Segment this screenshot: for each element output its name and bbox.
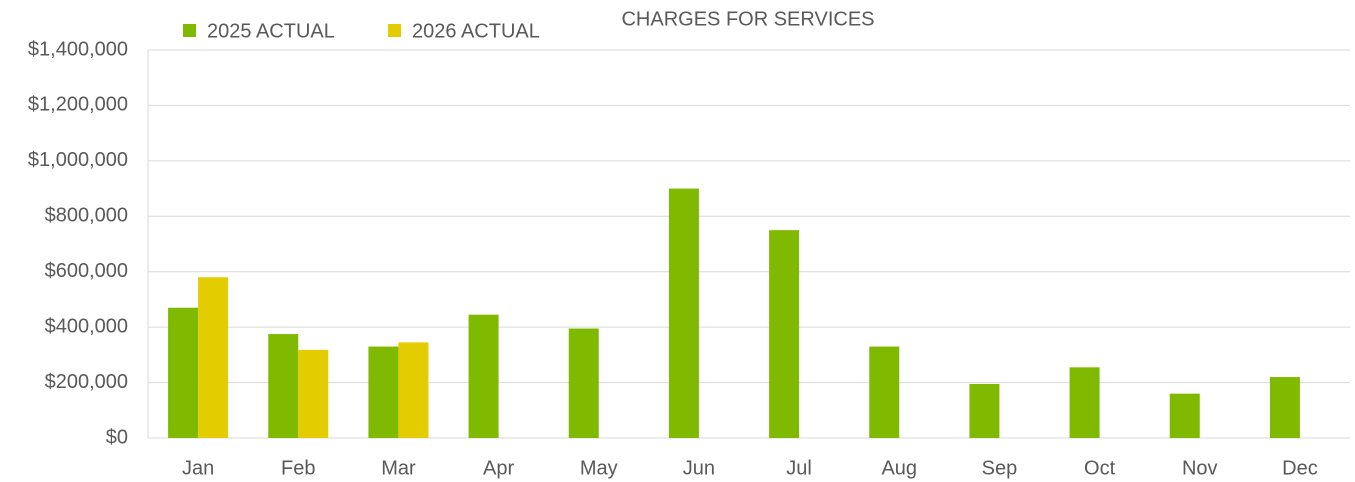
legend-swatch <box>183 24 196 37</box>
x-tick-label: Jun <box>683 457 715 479</box>
bar <box>198 277 229 438</box>
y-tick-label: $1,400,000 <box>28 38 128 60</box>
chart-title: CHARGES FOR SERVICES <box>621 8 874 30</box>
y-tick-label: $200,000 <box>45 371 128 393</box>
x-tick-label: Sep <box>982 457 1018 479</box>
x-tick-label: Jul <box>786 457 812 479</box>
x-tick-label: Aug <box>881 457 917 479</box>
x-tick-label: Apr <box>483 457 514 479</box>
bar <box>268 334 299 438</box>
y-tick-label: $800,000 <box>45 205 128 227</box>
x-tick-label: May <box>580 457 618 479</box>
bar <box>1169 393 1200 438</box>
y-tick-label: $0 <box>106 426 128 448</box>
bar <box>769 230 800 438</box>
legend-label: 2025 ACTUAL <box>207 20 335 42</box>
x-tick-label: Nov <box>1182 457 1218 479</box>
bar <box>568 328 599 438</box>
y-tick-label: $1,200,000 <box>28 94 128 116</box>
bar <box>398 342 429 438</box>
x-tick-label: Jan <box>182 457 214 479</box>
x-tick-label: Oct <box>1084 457 1116 479</box>
y-tick-label: $400,000 <box>45 315 128 337</box>
bar <box>1269 377 1300 438</box>
y-tick-label: $600,000 <box>45 260 128 282</box>
bar <box>668 188 699 438</box>
bar <box>969 383 1000 438</box>
bar <box>869 346 900 438</box>
x-tick-label: Feb <box>281 457 315 479</box>
bar <box>368 346 399 438</box>
bar <box>1069 367 1100 438</box>
x-tick-label: Dec <box>1282 457 1318 479</box>
bar <box>468 314 499 438</box>
bar <box>298 349 329 438</box>
legend-label: 2026 ACTUAL <box>412 20 540 42</box>
bar <box>168 307 199 438</box>
x-tick-label: Mar <box>381 457 416 479</box>
y-tick-label: $1,000,000 <box>28 149 128 171</box>
legend-swatch <box>388 24 401 37</box>
